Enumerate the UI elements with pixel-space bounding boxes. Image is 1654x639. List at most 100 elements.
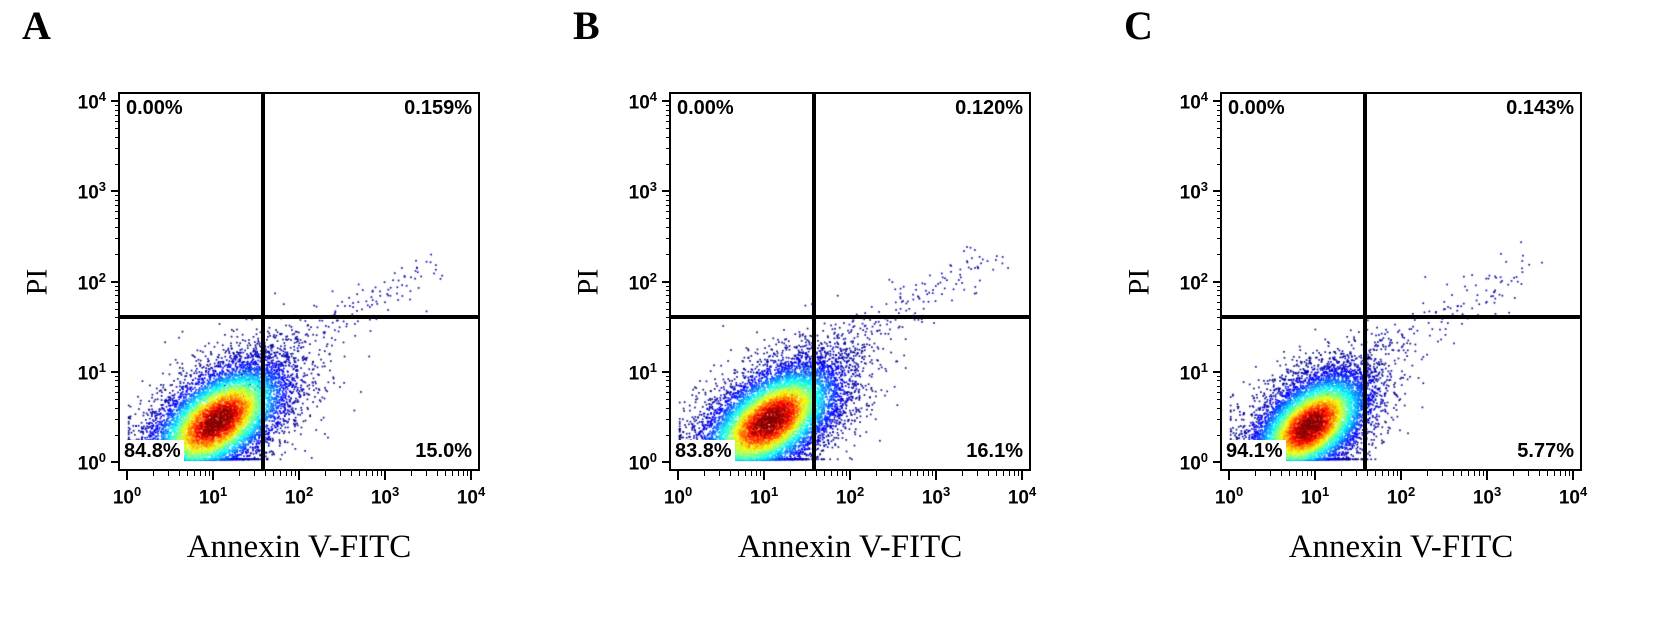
y-axis-minor-tick: [1217, 136, 1222, 138]
x-axis-minor-tick: [178, 471, 180, 476]
y-axis-minor-tick: [115, 398, 120, 400]
x-axis-label: Annexin V-FITC: [186, 529, 412, 565]
y-axis-minor-tick: [666, 418, 671, 420]
x-axis-minor-tick: [1002, 471, 1004, 476]
x-axis-minor-tick: [1512, 471, 1514, 476]
y-axis-minor-tick: [1217, 407, 1222, 409]
x-axis-minor-tick: [290, 471, 292, 476]
x-axis-tick-label: 103: [1472, 484, 1502, 509]
x-axis-minor-tick: [805, 471, 807, 476]
y-axis-minor-tick: [1217, 195, 1222, 197]
y-axis-minor-tick: [1217, 308, 1222, 310]
y-axis-tick-label: 104: [77, 89, 106, 114]
x-axis-minor-tick: [1013, 471, 1015, 476]
y-axis-minor-tick: [666, 227, 671, 229]
x-axis-tick: [384, 471, 386, 480]
y-axis-minor-tick: [115, 105, 120, 107]
y-axis-tick: [1213, 370, 1222, 373]
y-axis-minor-tick: [1217, 285, 1222, 287]
y-axis-minor-tick: [1217, 301, 1222, 303]
x-axis-tick-label: 100: [663, 484, 693, 509]
y-axis-tick: [111, 280, 120, 283]
y-axis-minor-tick: [115, 290, 120, 292]
y-axis-tick: [662, 280, 671, 283]
x-axis-minor-tick: [1289, 471, 1291, 476]
y-axis-minor-tick: [1217, 328, 1222, 330]
x-axis-minor-tick: [1280, 471, 1282, 476]
y-axis-minor-tick: [666, 114, 671, 116]
y-axis-minor-tick: [666, 385, 671, 387]
y-axis-minor-tick: [115, 227, 120, 229]
x-axis-minor-tick: [457, 471, 459, 476]
x-axis-minor-tick: [295, 471, 297, 476]
quadrant-percent-lower-right: 5.77%: [1514, 440, 1577, 462]
x-axis-label: Annexin V-FITC: [1288, 529, 1514, 565]
y-axis-tick-label: 101: [628, 359, 657, 385]
y-axis-tick: [1213, 100, 1222, 102]
x-axis-minor-tick: [410, 471, 412, 476]
x-axis-minor-tick: [760, 471, 762, 476]
x-axis-minor-tick: [376, 471, 378, 476]
x-axis-minor-tick: [815, 471, 817, 476]
x-axis-minor-tick: [285, 471, 287, 476]
x-axis-minor-tick: [1397, 471, 1399, 476]
x-axis-minor-tick: [238, 471, 240, 476]
x-axis-minor-tick: [168, 471, 170, 476]
x-axis-minor-tick: [927, 471, 929, 476]
quadrant-gate-horizontal: [120, 315, 478, 320]
y-axis-tick-label: 103: [628, 179, 657, 204]
quadrant-percent-upper-left: 0.00%: [123, 97, 186, 119]
x-axis-minor-tick: [1392, 471, 1394, 476]
x-axis-minor-tick: [1270, 471, 1272, 476]
x-axis-tick: [1021, 471, 1023, 480]
x-axis-minor-tick: [755, 471, 757, 476]
x-axis-minor-tick: [1018, 471, 1020, 476]
x-axis-minor-tick: [451, 471, 453, 476]
x-axis-tick-label: 102: [1386, 484, 1416, 509]
x-axis-minor-tick: [841, 471, 843, 476]
y-axis-minor-tick: [666, 380, 671, 382]
y-axis-tick-label: 100: [1179, 450, 1208, 475]
quadrant-percent-lower-left: 83.8%: [672, 440, 735, 462]
x-axis-minor-tick: [910, 471, 912, 476]
x-axis-minor-tick: [371, 471, 373, 476]
y-axis-minor-tick: [666, 109, 671, 111]
y-axis-minor-tick: [115, 121, 120, 123]
y-axis-minor-tick: [666, 205, 671, 207]
y-axis-minor-tick: [666, 434, 671, 436]
y-axis-minor-tick: [1217, 385, 1222, 387]
x-axis-tick-label: 102: [835, 484, 865, 509]
x-axis-minor-tick: [365, 471, 367, 476]
x-axis-minor-tick: [1306, 471, 1308, 476]
y-axis-minor-tick: [1217, 344, 1222, 346]
y-axis-minor-tick: [115, 301, 120, 303]
x-axis-minor-tick: [961, 471, 963, 476]
quadrant-percent-lower-right: 16.1%: [963, 440, 1026, 462]
x-axis-minor-tick: [1254, 471, 1256, 476]
x-axis-minor-tick: [273, 471, 275, 476]
flow-cytometry-panel: A 0.00% 0.159% 84.8% 15.0% PI Annexin V-…: [0, 0, 551, 639]
x-axis-minor-tick: [977, 471, 979, 476]
y-axis-minor-tick: [115, 205, 120, 207]
y-axis-tick: [111, 370, 120, 373]
x-axis-tick: [1572, 471, 1574, 480]
x-axis-minor-tick: [359, 471, 361, 476]
y-axis-minor-tick: [1217, 121, 1222, 123]
x-axis-tick: [935, 471, 937, 480]
x-axis-minor-tick: [1547, 471, 1549, 476]
x-axis-minor-tick: [922, 471, 924, 476]
y-axis-minor-tick: [666, 121, 671, 123]
quadrant-percent-upper-right: 0.143%: [1503, 97, 1577, 119]
panel-label: B: [573, 3, 600, 48]
y-axis-minor-tick: [115, 199, 120, 201]
y-axis-minor-tick: [1217, 254, 1222, 256]
y-axis-minor-tick: [1217, 114, 1222, 116]
x-axis-minor-tick: [824, 471, 826, 476]
y-axis-minor-tick: [1217, 128, 1222, 130]
x-axis-tick-label: 103: [921, 484, 951, 509]
x-axis-minor-tick: [264, 471, 266, 476]
y-axis-minor-tick: [1217, 227, 1222, 229]
quadrant-gate-horizontal: [1222, 315, 1580, 320]
y-axis-tick: [111, 461, 120, 463]
